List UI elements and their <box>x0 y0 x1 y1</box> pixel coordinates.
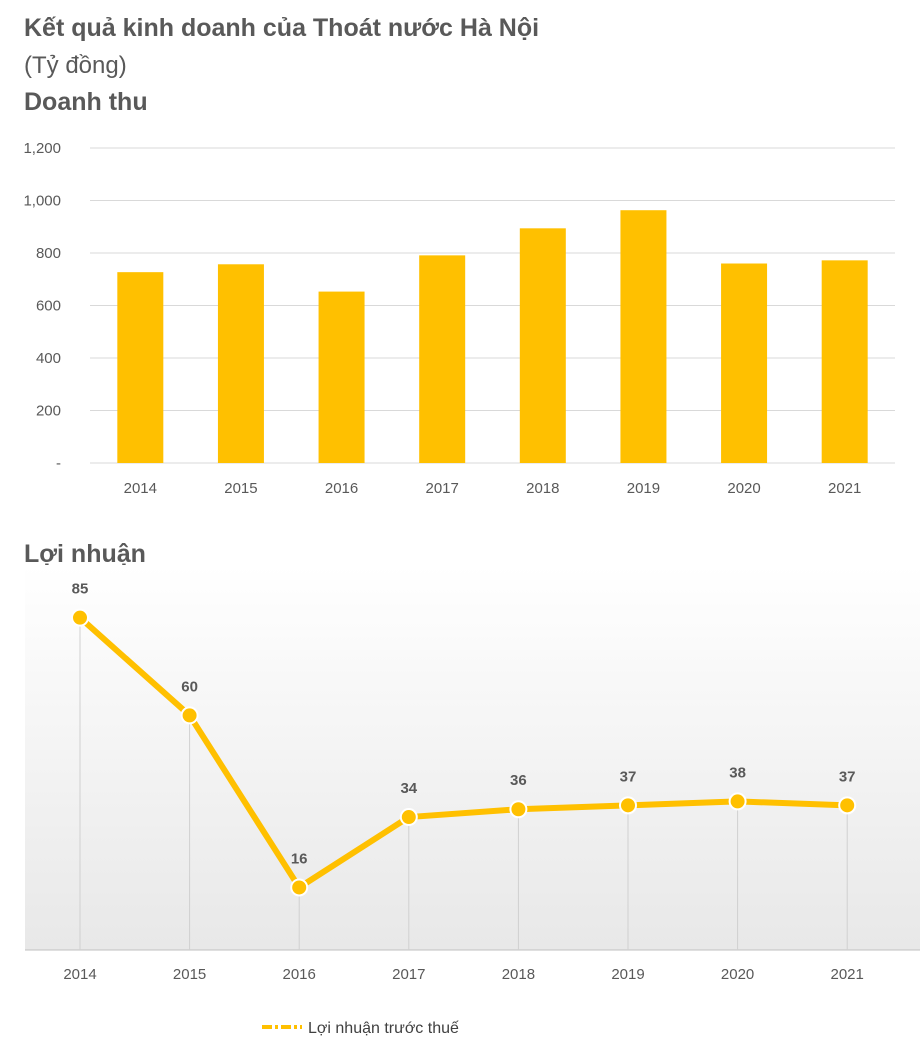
profit-chart-title: Lợi nhuận <box>24 540 146 568</box>
revenue-bar-2020 <box>721 263 768 463</box>
revenue-x-tick-label: 2018 <box>526 480 559 497</box>
profit-data-label: 34 <box>400 780 417 797</box>
revenue-bar-2016 <box>318 291 365 463</box>
chart-main-title: Kết quả kinh doanh của Thoát nước Hà Nội <box>24 14 540 42</box>
revenue-bar-2014 <box>117 272 164 463</box>
revenue-y-tick-label: 800 <box>36 245 61 262</box>
profit-legend: Lợi nhuận trước thuế <box>262 1020 459 1037</box>
revenue-y-tick-label: - <box>56 455 61 472</box>
profit-point-2019 <box>619 796 637 815</box>
revenue-y-tick-label: 400 <box>36 350 61 367</box>
profit-plot-area <box>25 565 920 950</box>
profit-data-label: 60 <box>181 678 198 695</box>
revenue-bar-2015 <box>217 264 264 463</box>
revenue-x-tick-label: 2016 <box>325 480 358 497</box>
revenue-x-tick-label: 2014 <box>124 480 157 497</box>
profit-x-tick-label: 2020 <box>721 966 754 983</box>
revenue-y-tick-label: 1,200 <box>23 140 61 157</box>
unit-label: (Tỷ đồng) <box>24 52 127 79</box>
revenue-y-tick-label: 200 <box>36 403 61 420</box>
profit-data-label: 16 <box>291 850 308 867</box>
profit-x-tick-label: 2021 <box>831 966 864 983</box>
profit-point-2021 <box>838 796 857 815</box>
profit-point-2014 <box>71 608 89 627</box>
profit-x-tick-label: 2016 <box>283 966 316 983</box>
profit-x-tick-label: 2015 <box>173 966 206 983</box>
revenue-chart-title: Doanh thu <box>24 88 148 116</box>
profit-point-2016 <box>290 878 309 897</box>
revenue-x-tick-label: 2015 <box>224 480 257 497</box>
profit-x-tick-label: 2014 <box>63 966 96 983</box>
revenue-bar-2017 <box>419 255 466 463</box>
revenue-bar-2021 <box>821 260 868 463</box>
profit-point-2017 <box>399 808 418 827</box>
profit-x-tick-label: 2019 <box>611 966 644 983</box>
profit-data-label: 37 <box>839 768 856 785</box>
profit-x-tick-label: 2018 <box>502 966 535 983</box>
revenue-y-tick-label: 600 <box>36 298 61 315</box>
revenue-bar-2019 <box>620 210 667 463</box>
revenue-y-tick-label: 1,000 <box>23 193 61 210</box>
revenue-x-tick-label: 2017 <box>426 480 459 497</box>
profit-series-line <box>77 614 851 891</box>
profit-point-2015 <box>180 706 199 725</box>
profit-data-label: 37 <box>620 768 637 785</box>
legend-label: Lợi nhuận trước thuế <box>308 1020 459 1037</box>
profit-data-label: 38 <box>729 764 746 781</box>
revenue-bar-2018 <box>519 228 566 463</box>
profit-x-tick-label: 2017 <box>392 966 425 983</box>
profit-point-2020 <box>728 792 747 811</box>
profit-point-2018 <box>509 800 528 819</box>
revenue-x-tick-label: 2020 <box>727 480 760 497</box>
revenue-bar-chart: - 200 400 600 800 1,000 1,200 2014 2015 2016 2017… <box>23 140 895 497</box>
revenue-x-tick-label: 2019 <box>627 480 660 497</box>
revenue-x-tick-label: 2021 <box>828 480 861 497</box>
profit-data-label: 85 <box>72 581 89 598</box>
profit-data-label: 36 <box>510 772 527 789</box>
